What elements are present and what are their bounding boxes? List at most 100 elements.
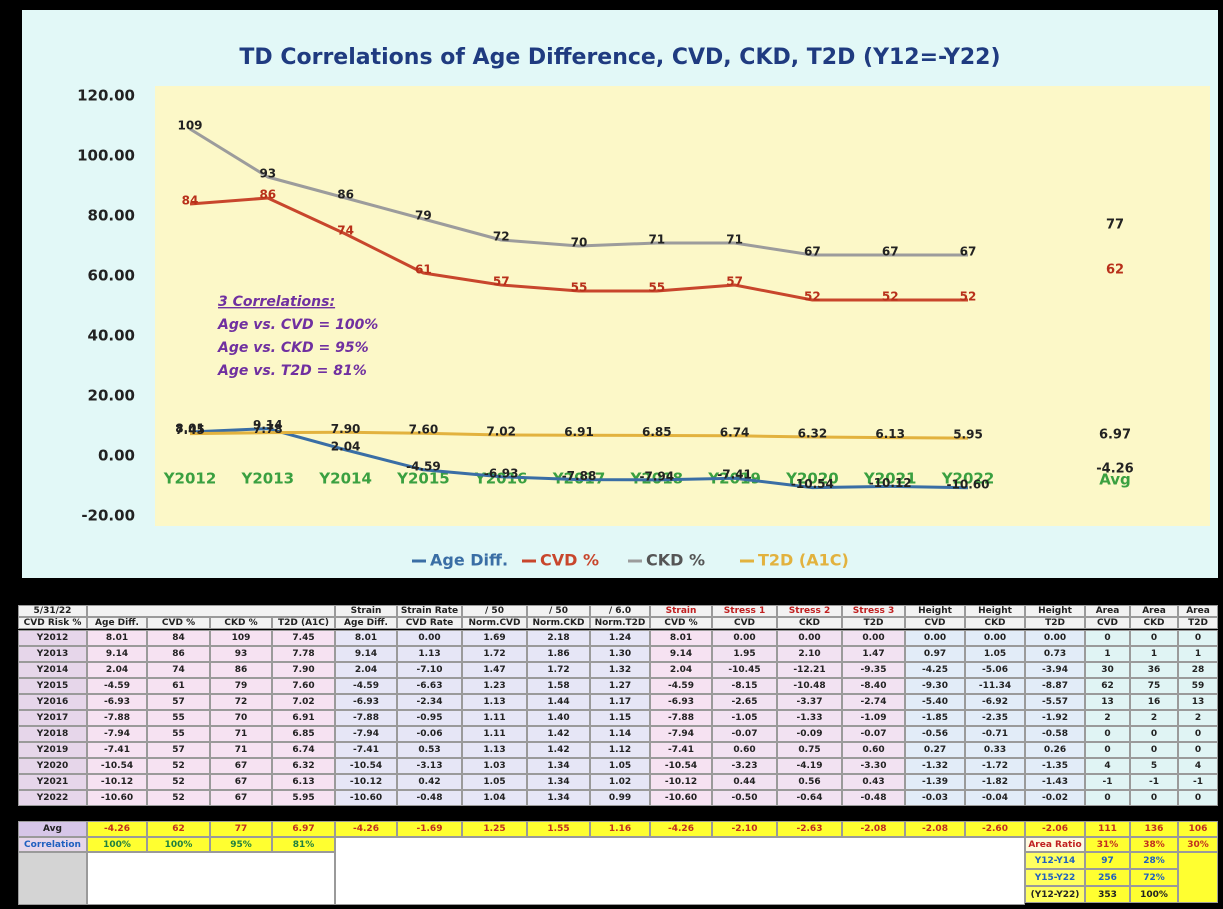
row-label: (Y12-Y22) (1025, 886, 1085, 903)
avg-label: 77 (1106, 218, 1124, 233)
series-line (189, 430, 969, 440)
table-cell: 0.60 (842, 742, 905, 758)
table-cell: 100% (87, 837, 147, 852)
table-cell: 93 (210, 646, 272, 662)
table-header: CKD (965, 617, 1025, 629)
table-cell: 52 (147, 758, 210, 774)
table-cell: -7.94 (87, 726, 147, 742)
table-cell: 0.00 (1025, 630, 1085, 646)
table-cell: -2.60 (965, 821, 1025, 837)
table-cell: -5.06 (965, 662, 1025, 678)
data-label: -10.60 (947, 477, 990, 491)
data-label: 6.85 (642, 425, 672, 439)
table-cell: -6.93 (335, 694, 397, 710)
table-cell: 62 (1085, 678, 1130, 694)
y-tick-label: 20.00 (88, 387, 135, 405)
table-cell: 67 (210, 758, 272, 774)
table-header: Height (905, 605, 965, 617)
y-tick-label: 80.00 (88, 207, 135, 225)
x-tick-label: Y2022 (941, 470, 995, 488)
table-cell: 2.04 (335, 662, 397, 678)
table-cell: 86 (147, 646, 210, 662)
table-cell: 36 (1130, 662, 1178, 678)
table-cell: -10.60 (650, 790, 712, 806)
table-cell: -4.26 (335, 821, 397, 837)
table-cell: 97 (1085, 852, 1130, 869)
table-cell: 0.33 (965, 742, 1025, 758)
table-cell: -1.35 (1025, 758, 1085, 774)
table-cell: -4.59 (87, 678, 147, 694)
row-label: Y15-Y22 (1025, 869, 1085, 886)
table-cell: -0.03 (905, 790, 965, 806)
data-label: 55 (648, 281, 665, 295)
table-cell: -10.12 (650, 774, 712, 790)
table-cell: 31% (1085, 837, 1130, 852)
table-cell: -3.30 (842, 758, 905, 774)
table-header: Norm.CKD (527, 617, 590, 629)
table-cell: -4.25 (905, 662, 965, 678)
table-cell: 6.91 (272, 710, 335, 726)
table-header: Age Diff. (335, 617, 397, 629)
legend-label: CVD % (540, 551, 599, 570)
row-label: Y2014 (18, 662, 87, 678)
table-cell: -4.59 (335, 678, 397, 694)
data-label: 6.32 (798, 427, 828, 441)
table-cell: -6.63 (397, 678, 462, 694)
data-label: 61 (415, 263, 432, 277)
table-cell: -12.21 (777, 662, 842, 678)
table-cell: 1.04 (462, 790, 527, 806)
data-label: -10.12 (869, 476, 912, 490)
x-tick-label: Y2021 (863, 470, 917, 488)
table-cell: -7.88 (650, 710, 712, 726)
table-cell: -3.94 (1025, 662, 1085, 678)
table-cell: -0.04 (965, 790, 1025, 806)
table-header: 5/31/22 (18, 605, 87, 617)
table-cell: 1.69 (462, 630, 527, 646)
table-cell: -1.39 (905, 774, 965, 790)
table-cell: 0.00 (842, 630, 905, 646)
row-label: Avg (18, 821, 87, 837)
table-cell: 0.00 (397, 630, 462, 646)
table-cell: 81% (272, 837, 335, 852)
table-cell: -2.06 (1025, 821, 1085, 837)
data-label: 9.14 (253, 418, 283, 432)
table-cell: -2.35 (965, 710, 1025, 726)
series-line (189, 427, 969, 490)
table-cell: -1.92 (1025, 710, 1085, 726)
table-cell: 0.60 (712, 742, 777, 758)
table-cell: 1.24 (590, 630, 650, 646)
table-cell: -10.60 (87, 790, 147, 806)
data-label: 70 (571, 236, 588, 250)
table-cell: 6.74 (272, 742, 335, 758)
data-label: -7.41 (717, 468, 752, 482)
table-header: T2D (A1C) (272, 617, 335, 629)
table-cell: 55 (147, 710, 210, 726)
data-label: 67 (960, 245, 977, 259)
legend-label: T2D (A1C) (758, 551, 849, 570)
table-header: Area (1178, 605, 1218, 617)
table-cell: -0.64 (777, 790, 842, 806)
table-header: T2D (842, 617, 905, 629)
series-line (189, 196, 968, 302)
data-label: 93 (259, 167, 276, 181)
table-cell: 7.02 (272, 694, 335, 710)
table-cell: 1.34 (527, 790, 590, 806)
table-cell: -7.88 (87, 710, 147, 726)
table-cell: -0.02 (1025, 790, 1085, 806)
data-label: 7.02 (486, 424, 516, 438)
table-cell: 0 (1178, 630, 1218, 646)
table-cell: -2.63 (777, 821, 842, 837)
table-cell: -0.07 (712, 726, 777, 742)
table-cell: 1.03 (462, 758, 527, 774)
row-label: Area Ratio (1025, 837, 1085, 852)
data-label: 5.95 (953, 428, 983, 442)
table-cell: 1.30 (590, 646, 650, 662)
table-cell: -1 (1130, 774, 1178, 790)
table-cell: -10.60 (335, 790, 397, 806)
x-tick-label: Y2012 (163, 470, 217, 488)
table-cell: 0.26 (1025, 742, 1085, 758)
table-header: Area (1085, 605, 1130, 617)
table-cell: 7.78 (272, 646, 335, 662)
legend-label: Age Diff. (430, 551, 508, 570)
